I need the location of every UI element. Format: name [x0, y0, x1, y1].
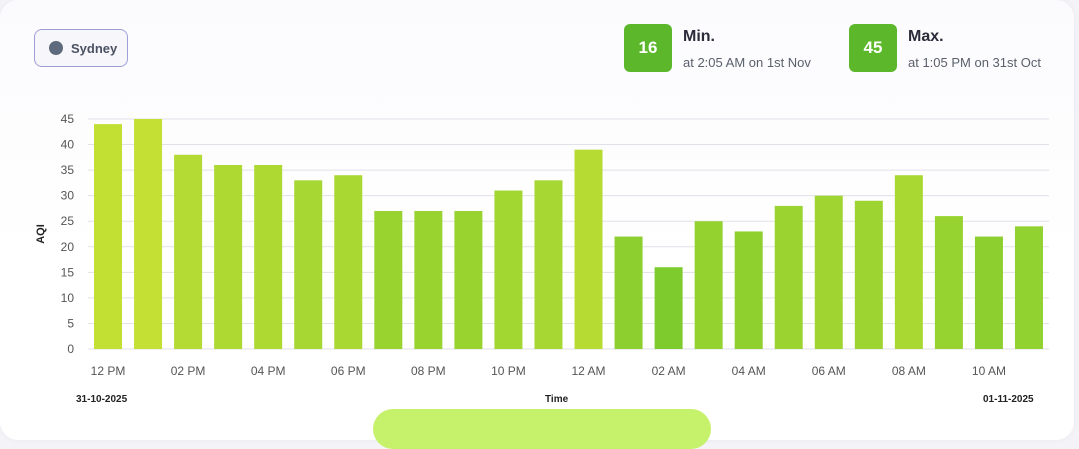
bar-10-pm[interactable]	[494, 190, 523, 349]
bar-06-am[interactable]	[814, 195, 843, 349]
max-value-badge: 45	[849, 24, 897, 72]
bar-08-am[interactable]	[894, 175, 923, 349]
bar-3-pm[interactable]	[214, 165, 243, 349]
bar-12-pm[interactable]	[94, 124, 123, 349]
x-tick-label: 04 AM	[732, 364, 766, 378]
x-tick-labels: 12 PM 02 PM 04 PM 06 PM 08 PM 10 PM 12 AM 02 AM…	[91, 364, 1006, 378]
location-dot-icon	[49, 41, 63, 55]
y-tick-label: 30	[61, 189, 75, 203]
end-date: 01-11-2025	[983, 394, 1034, 405]
x-tick-label: 12 AM	[572, 364, 606, 378]
min-value-badge: 16	[624, 24, 672, 72]
x-tick-label: 10 AM	[972, 364, 1006, 378]
y-tick-label: 15	[61, 265, 75, 279]
bar-08-pm[interactable]	[414, 211, 443, 349]
x-axis-label: Time	[545, 394, 569, 405]
bar-10-am[interactable]	[974, 236, 1003, 349]
x-tick-label: 02 AM	[652, 364, 686, 378]
bar-7-pm[interactable]	[374, 211, 403, 349]
x-tick-label: 06 PM	[331, 364, 366, 378]
x-tick-label: 08 PM	[411, 364, 446, 378]
bar-11-am[interactable]	[1014, 226, 1043, 349]
x-tick-label: 04 PM	[251, 364, 286, 378]
min-stat: 16 Min. at 2:05 AM on 1st Nov	[624, 24, 811, 72]
y-tick-labels: 0 5 10 15 20 25 30 35 40 45	[61, 112, 75, 356]
min-detail: at 2:05 AM on 1st Nov	[683, 55, 811, 70]
y-tick-label: 40	[61, 138, 75, 152]
x-tick-label: 06 AM	[812, 364, 846, 378]
min-title: Min.	[683, 28, 715, 45]
x-tick-label: 12 PM	[91, 364, 126, 378]
location-name: Sydney	[71, 40, 118, 56]
bar-5-am[interactable]	[774, 205, 803, 349]
y-tick-label: 35	[61, 163, 75, 177]
y-axis-label: AQI	[35, 224, 47, 244]
bar-5-pm[interactable]	[294, 180, 323, 349]
bar-9-pm[interactable]	[454, 211, 483, 349]
y-tick-label: 25	[61, 214, 75, 228]
max-detail: at 1:05 PM on 31st Oct	[908, 55, 1041, 70]
x-tick-label: 02 PM	[171, 364, 206, 378]
bottom-action-pill[interactable]	[373, 409, 711, 449]
location-chip[interactable]: Sydney	[34, 29, 128, 67]
x-tick-label: 10 PM	[491, 364, 526, 378]
bar-04-pm[interactable]	[254, 165, 283, 349]
start-date: 31-10-2025	[76, 394, 128, 405]
y-tick-label: 0	[67, 342, 74, 356]
bar-11-pm[interactable]	[534, 180, 563, 349]
bar-7-am[interactable]	[854, 200, 883, 349]
bar-04-am[interactable]	[734, 231, 763, 349]
y-tick-label: 45	[61, 112, 75, 126]
y-tick-label: 5	[67, 316, 74, 330]
bar-1-am[interactable]	[614, 236, 643, 349]
bar-12-am[interactable]	[574, 149, 603, 349]
bar-06-pm[interactable]	[334, 175, 363, 349]
bars	[94, 119, 1043, 349]
max-title: Max.	[908, 28, 944, 45]
y-tick-label: 10	[61, 291, 75, 305]
x-tick-label: 08 AM	[892, 364, 926, 378]
y-tick-label: 20	[61, 240, 75, 254]
bar-3-am[interactable]	[694, 221, 723, 349]
bar-1-pm[interactable]	[134, 119, 163, 349]
aqi-bar-chart: 0 5 10 15 20 25 30 35 40 45 12 PM 02 PM 04 PM 06 PM 0…	[35, 112, 1049, 378]
max-stat: 45 Max. at 1:05 PM on 31st Oct	[849, 24, 1041, 72]
grid-lines	[88, 118, 1049, 350]
bar-02-am[interactable]	[654, 267, 683, 349]
bar-02-pm[interactable]	[174, 154, 203, 349]
bar-9-am[interactable]	[934, 216, 963, 349]
